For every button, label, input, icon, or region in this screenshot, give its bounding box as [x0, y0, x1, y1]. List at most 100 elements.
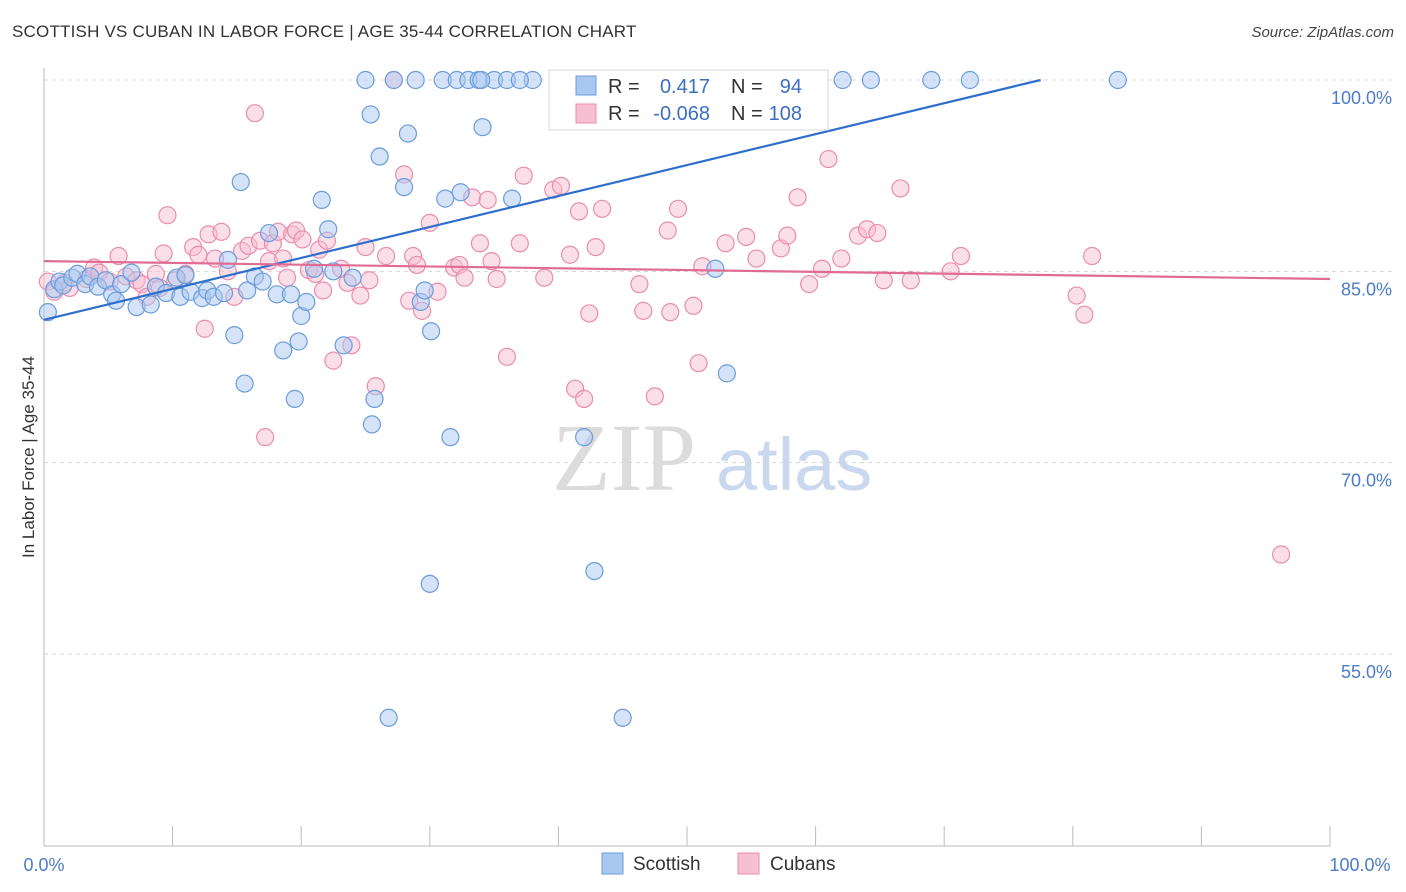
- legend-swatch-cubans[interactable]: [737, 852, 760, 875]
- cubans-trend-line: [43, 260, 1331, 281]
- cubans-point: [1082, 246, 1102, 266]
- cubans-point: [747, 249, 766, 268]
- cubans-point: [455, 268, 474, 287]
- cubans-point: [658, 221, 677, 240]
- scottish-point: [441, 428, 460, 447]
- scottish-point: [362, 415, 382, 434]
- scottish-point: [398, 124, 418, 143]
- x-tick-label-min: 0.0%: [23, 855, 64, 875]
- scottish-point: [361, 105, 380, 124]
- scottish-point: [421, 322, 441, 341]
- scottish-point: [231, 172, 250, 192]
- scottish-point: [706, 259, 725, 278]
- scottish-point: [225, 326, 244, 345]
- stats-n-value-scottish: 94: [780, 76, 802, 98]
- stats-r-label-cubans: R =: [608, 103, 640, 125]
- scottish-point: [379, 708, 398, 727]
- legend: Scottish Cubans: [601, 852, 836, 875]
- scottish-point: [1108, 70, 1127, 90]
- y-tick-label: 70.0%: [1341, 471, 1392, 491]
- cubans-point: [478, 190, 497, 210]
- cubans-point: [407, 255, 427, 275]
- scottish-point: [38, 303, 57, 322]
- cubans-point: [778, 226, 797, 245]
- scottish-point: [451, 183, 470, 202]
- scottish-point: [415, 281, 434, 300]
- cubans-point: [497, 347, 517, 366]
- cubans-point: [470, 234, 490, 253]
- cubans-point: [535, 268, 554, 287]
- cubans-point: [154, 244, 173, 263]
- cubans-point: [812, 259, 832, 278]
- scottish-point: [420, 574, 439, 593]
- scottish-point: [861, 70, 880, 90]
- scottish-point: [585, 561, 604, 581]
- cubans-point: [376, 246, 396, 266]
- stats-r-value-scottish: 0.417: [660, 76, 710, 98]
- y-axis-tick-labels: 55.0% 70.0% 85.0% 100.0%: [1331, 88, 1392, 682]
- scottish-point: [343, 268, 362, 287]
- stats-n-label-cubans: N =: [731, 103, 763, 125]
- scottish-point: [406, 70, 425, 90]
- cubans-point: [109, 246, 128, 266]
- cubans-point: [158, 206, 177, 225]
- scottish-point: [304, 259, 324, 278]
- stats-n-value-cubans: 108: [769, 103, 802, 125]
- legend-label-scottish[interactable]: Scottish: [633, 854, 701, 875]
- scottish-point: [297, 292, 316, 312]
- legend-swatch-scottish[interactable]: [601, 852, 624, 875]
- scottish-point: [122, 263, 141, 282]
- cubans-point: [195, 319, 214, 338]
- scottish-point: [259, 223, 279, 243]
- cubans-point: [661, 303, 680, 322]
- cubans-point: [941, 262, 960, 281]
- cubans-point: [645, 387, 664, 406]
- cubans-point: [832, 249, 851, 268]
- cubans-point: [716, 234, 735, 253]
- scottish-point: [436, 189, 455, 208]
- scottish-point: [238, 281, 257, 300]
- cubans-point: [951, 246, 971, 266]
- stats-n-label-scottish: N =: [731, 76, 763, 98]
- scottish-point: [235, 374, 254, 393]
- scottish-point: [613, 708, 632, 727]
- cubans-point: [324, 351, 343, 370]
- y-tick-label: 100.0%: [1331, 88, 1392, 108]
- scottish-point: [575, 428, 594, 447]
- scottish-point: [384, 70, 403, 90]
- stats-r-label-scottish: R =: [608, 76, 640, 98]
- source-label: Source: ZipAtlas.com: [1251, 24, 1394, 41]
- scottish-point: [922, 70, 941, 90]
- cubans-point: [1075, 305, 1094, 324]
- legend-label-cubans[interactable]: Cubans: [770, 854, 836, 875]
- scottish-point: [324, 262, 343, 281]
- scottish-point: [281, 285, 301, 304]
- scottish-point: [319, 220, 338, 239]
- cubans-point: [684, 296, 703, 315]
- stats-swatch-scottish: [575, 75, 597, 96]
- y-tick-label: 85.0%: [1341, 279, 1392, 299]
- cubans-point: [891, 179, 910, 198]
- cubans-point: [737, 227, 756, 246]
- cubans-point: [1272, 545, 1291, 564]
- cubans-point: [189, 245, 208, 264]
- scottish-point: [176, 266, 195, 285]
- stats-box: R = 0.417 N = 94 R = -0.068 N = 108: [548, 69, 829, 131]
- cubans-point: [575, 389, 594, 408]
- scottish-point: [253, 272, 272, 291]
- cubans-point: [788, 188, 807, 207]
- cubans-point: [868, 223, 887, 243]
- x-tick-label-max: 100.0%: [1329, 855, 1390, 875]
- scottish-point: [510, 70, 529, 90]
- cubans-point: [560, 245, 580, 264]
- chart-title: SCOTTISH VS CUBAN IN LABOR FORCE | AGE 3…: [12, 22, 637, 41]
- cubans-point: [634, 301, 653, 320]
- scottish-point: [960, 70, 980, 90]
- scottish-point: [370, 147, 389, 166]
- y-axis-title: In Labor Force | Age 35-44: [19, 356, 38, 558]
- cubans-point: [901, 271, 920, 290]
- cubans-point: [551, 176, 571, 195]
- scottish-point: [289, 332, 308, 351]
- cubans-point: [510, 234, 529, 253]
- scottish-point: [274, 341, 293, 360]
